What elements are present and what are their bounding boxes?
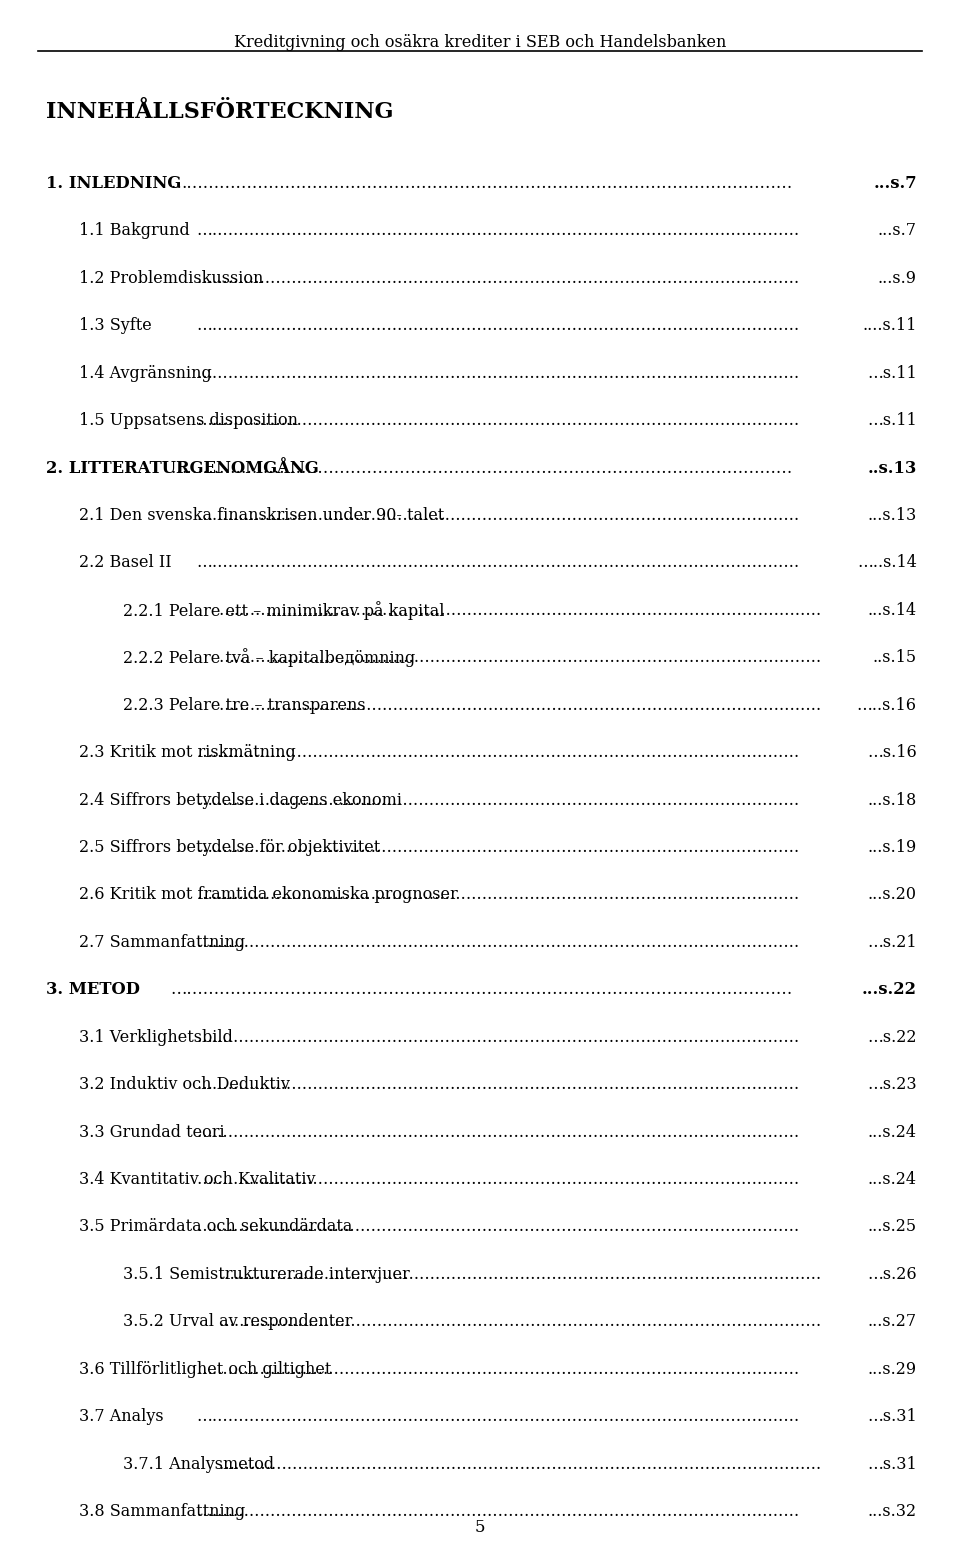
Text: …s.22: …s.22 [867,1029,917,1045]
Text: 3. METOD: 3. METOD [46,981,140,998]
Text: 1.3 Syfte: 1.3 Syfte [79,317,152,334]
Text: 2.2 Basel II: 2.2 Basel II [79,555,171,571]
Text: 3.7 Analys: 3.7 Analys [79,1409,163,1424]
Text: ……………………………………………………………………………………………………: …………………………………………………………………………………………………… [196,507,800,524]
Text: ……………………………………………………………………………………………………: …………………………………………………………………………………………………… [218,1455,822,1473]
Text: ...s.9: ...s.9 [877,271,917,286]
Text: 3.5 Primärdata och sekundärdata: 3.5 Primärdata och sekundärdata [79,1219,352,1235]
Text: 1. INLEDNING: 1. INLEDNING [46,176,181,191]
Text: …s.31: …s.31 [867,1455,917,1473]
Text: 1.4 Avgränsning: 1.4 Avgränsning [79,365,211,381]
Text: 3.7.1 Analysmetod: 3.7.1 Analysmetod [123,1455,274,1473]
Text: ……………………………………………………………………………………………………: …………………………………………………………………………………………………… [196,317,800,334]
Text: ..s.13: ..s.13 [868,460,917,476]
Text: ……………………………………………………………………………………………………: …………………………………………………………………………………………………… [170,460,793,476]
Text: ……………………………………………………………………………………………………: …………………………………………………………………………………………………… [218,1266,822,1283]
Text: 2.1 Den svenska finanskrisen under 90- talet: 2.1 Den svenska finanskrisen under 90- t… [79,507,444,524]
Text: ……………………………………………………………………………………………………: …………………………………………………………………………………………………… [196,271,800,286]
Text: ……………………………………………………………………………………………………: …………………………………………………………………………………………………… [196,791,800,809]
Text: ……………………………………………………………………………………………………: …………………………………………………………………………………………………… [196,1076,800,1093]
Text: ……………………………………………………………………………………………………: …………………………………………………………………………………………………… [218,697,822,714]
Text: ……………………………………………………………………………………………………: …………………………………………………………………………………………………… [170,176,793,191]
Text: ……………………………………………………………………………………………………: …………………………………………………………………………………………………… [196,935,800,950]
Text: 3.2 Induktiv och Deduktiv: 3.2 Induktiv och Deduktiv [79,1076,290,1093]
Text: ……………………………………………………………………………………………………: …………………………………………………………………………………………………… [218,1314,822,1330]
Text: …s.21: …s.21 [867,935,917,950]
Text: ……………………………………………………………………………………………………: …………………………………………………………………………………………………… [196,365,800,381]
Text: ……………………………………………………………………………………………………: …………………………………………………………………………………………………… [196,1124,800,1140]
Text: …s.11: …s.11 [867,365,917,381]
Text: ...s.7: ...s.7 [874,176,917,191]
Text: ……………………………………………………………………………………………………: …………………………………………………………………………………………………… [196,1409,800,1424]
Text: 2.4 Siffrors betydelse i dagens ekonomi: 2.4 Siffrors betydelse i dagens ekonomi [79,791,401,809]
Text: ……………………………………………………………………………………………………: …………………………………………………………………………………………………… [196,1361,800,1378]
Text: 2.2.1 Pelare ett – minimikrav på kapital: 2.2.1 Pelare ett – minimikrav på kapital [123,600,444,620]
Text: …s.23: …s.23 [867,1076,917,1093]
Text: …s.16: …s.16 [867,745,917,760]
Text: 3.1 Verklighetsbild: 3.1 Verklighetsbild [79,1029,232,1045]
Text: ...s.25: ...s.25 [868,1219,917,1235]
Text: 3.8 Sammanfattning: 3.8 Sammanfattning [79,1504,245,1519]
Text: ...s.14: ...s.14 [868,602,917,619]
Text: ...s.27: ...s.27 [868,1314,917,1330]
Text: ……………………………………………………………………………………………………: …………………………………………………………………………………………………… [196,1219,800,1235]
Text: 1.2 Problemdiskussion: 1.2 Problemdiskussion [79,271,263,286]
Text: 2.7 Sammanfattning: 2.7 Sammanfattning [79,935,245,950]
Text: 2.2.3 Pelare tre – transparens: 2.2.3 Pelare tre – transparens [123,697,366,714]
Text: ...s.24: ...s.24 [868,1124,917,1140]
Text: …..s.16: …..s.16 [856,697,917,714]
Text: ……………………………………………………………………………………………………: …………………………………………………………………………………………………… [196,222,800,239]
Text: ...s.13: ...s.13 [868,507,917,524]
Text: Kreditgivning och osäkra krediter i SEB och Handelsbanken: Kreditgivning och osäkra krediter i SEB … [234,34,726,51]
Text: 5: 5 [475,1519,485,1535]
Text: ……………………………………………………………………………………………………: …………………………………………………………………………………………………… [218,602,822,619]
Text: 2. LITTERATURGENOMGÅNG: 2. LITTERATURGENOMGÅNG [46,460,319,476]
Text: ...s.7: ...s.7 [877,222,917,239]
Text: 2.2.2 Pelare två – kapitalbедömning: 2.2.2 Pelare två – kapitalbедömning [123,648,415,667]
Text: …s.26: …s.26 [867,1266,917,1283]
Text: ……………………………………………………………………………………………………: …………………………………………………………………………………………………… [196,840,800,855]
Text: ……………………………………………………………………………………………………: …………………………………………………………………………………………………… [196,412,800,429]
Text: ……………………………………………………………………………………………………: …………………………………………………………………………………………………… [196,1029,800,1045]
Text: …s.31: …s.31 [867,1409,917,1424]
Text: …s.11: …s.11 [867,412,917,429]
Text: INNEHÅLLSFÖRTECKNING: INNEHÅLLSFÖRTECKNING [46,101,394,123]
Text: 1.5 Uppsatsens disposition: 1.5 Uppsatsens disposition [79,412,298,429]
Text: ……………………………………………………………………………………………………: …………………………………………………………………………………………………… [196,886,800,903]
Text: ……………………………………………………………………………………………………: …………………………………………………………………………………………………… [196,745,800,760]
Text: 2.6 Kritik mot framtida ekonomiska prognoser: 2.6 Kritik mot framtida ekonomiska progn… [79,886,458,903]
Text: ...s.22: ...s.22 [862,981,917,998]
Text: ……………………………………………………………………………………………………: …………………………………………………………………………………………………… [196,1504,800,1519]
Text: ...s.24: ...s.24 [868,1171,917,1188]
Text: 2.3 Kritik mot riskmätning: 2.3 Kritik mot riskmätning [79,745,296,760]
Text: ……………………………………………………………………………………………………: …………………………………………………………………………………………………… [170,981,793,998]
Text: ……………………………………………………………………………………………………: …………………………………………………………………………………………………… [196,555,800,571]
Text: ...s.32: ...s.32 [868,1504,917,1519]
Text: ..s.15: ..s.15 [873,650,917,666]
Text: ...s.18: ...s.18 [868,791,917,809]
Text: …..s.14: …..s.14 [857,555,917,571]
Text: ...s.29: ...s.29 [868,1361,917,1378]
Text: 1.1 Bakgrund: 1.1 Bakgrund [79,222,189,239]
Text: 3.4 Kvantitativ och Kvalitativ: 3.4 Kvantitativ och Kvalitativ [79,1171,315,1188]
Text: 3.5.1 Semistrukturerade intervjuer: 3.5.1 Semistrukturerade intervjuer [123,1266,410,1283]
Text: ...s.20: ...s.20 [868,886,917,903]
Text: 3.5.2 Urval av respondenter: 3.5.2 Urval av respondenter [123,1314,352,1330]
Text: ....s.11: ....s.11 [862,317,917,334]
Text: 3.6 Tillförlitlighet och giltighet: 3.6 Tillförlitlighet och giltighet [79,1361,331,1378]
Text: 2.5 Siffrors betydelse för objektivitet: 2.5 Siffrors betydelse för objektivitet [79,840,380,855]
Text: ...s.19: ...s.19 [868,840,917,855]
Text: ……………………………………………………………………………………………………: …………………………………………………………………………………………………… [218,650,822,666]
Text: 3.3 Grundad teori: 3.3 Grundad teori [79,1124,225,1140]
Text: ……………………………………………………………………………………………………: …………………………………………………………………………………………………… [196,1171,800,1188]
